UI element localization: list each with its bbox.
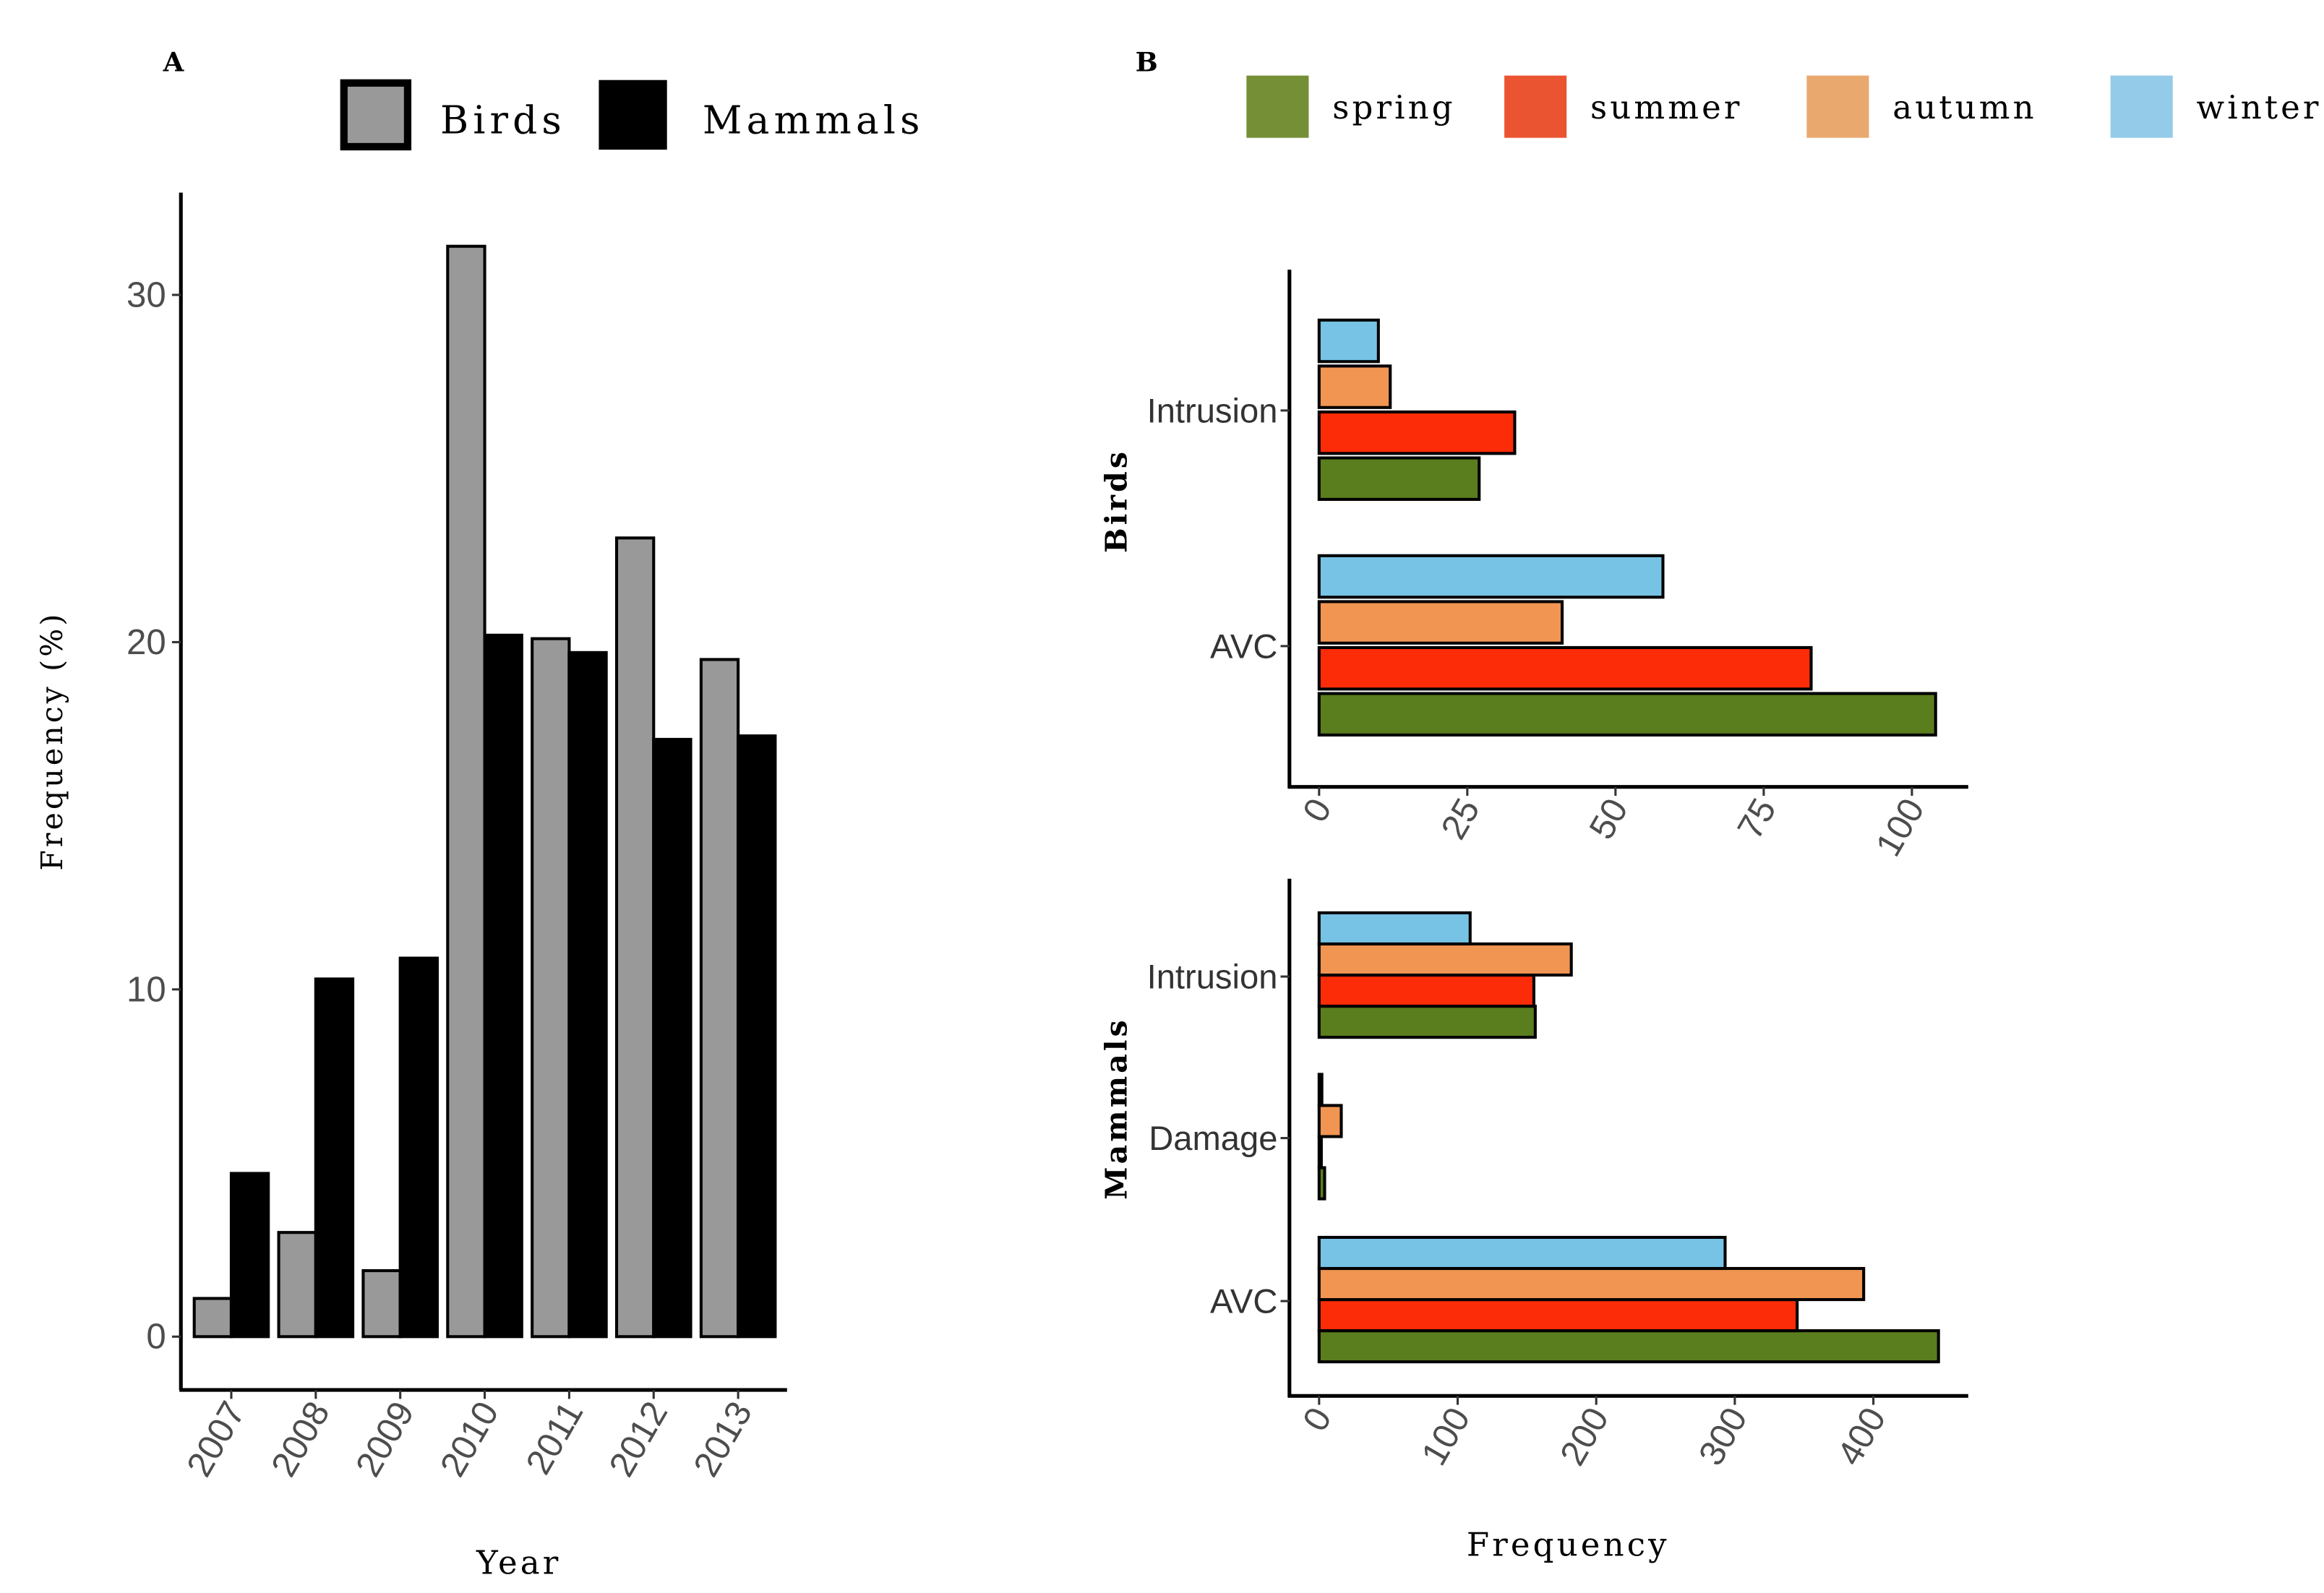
- bar-birds-avc-winter: [1317, 554, 1665, 599]
- legend-swatch-winter: [2110, 75, 2173, 138]
- legend-swatch-summer: [1504, 75, 1567, 138]
- bar-birds-avc-summer: [1317, 645, 1813, 691]
- legend-label-spring: spring: [1332, 88, 1456, 126]
- facet-label-birds: Birds: [1099, 449, 1133, 553]
- mammals-y-tick-label: Intrusion: [1147, 958, 1278, 996]
- legend-a: Birds Mammals: [340, 79, 925, 151]
- bar-mammals-intrusion-spring: [1317, 1005, 1537, 1039]
- legend-b: spring summer autumn winter: [1246, 75, 2322, 138]
- bar-birds-2013: [699, 658, 740, 1339]
- panel-b-label: B: [1136, 46, 1158, 77]
- birds-y-tick-label: AVC: [1210, 627, 1277, 665]
- legend-label-birds: Birds: [440, 98, 566, 143]
- mammals-y-tick-label: Damage: [1149, 1119, 1277, 1157]
- bar-mammals-intrusion-summer: [1317, 974, 1536, 1008]
- mammals-x-tick-label: 100: [1414, 1401, 1478, 1472]
- x-tick-label: 2009: [348, 1395, 421, 1483]
- bar-birds-2010: [446, 244, 486, 1339]
- x-tick-label: 2013: [686, 1395, 760, 1483]
- bar-mammals-avc-autumn: [1317, 1266, 1866, 1302]
- y-tick-label: 30: [127, 275, 166, 314]
- x-tick-label: 2007: [179, 1395, 253, 1483]
- bar-birds-2007: [192, 1297, 233, 1339]
- bar-birds-intrusion-spring: [1317, 456, 1481, 501]
- x-axis-title-a: Year: [476, 1543, 561, 1581]
- bar-birds-intrusion-summer: [1317, 410, 1517, 455]
- bar-mammals-2009: [398, 956, 439, 1339]
- birds-x-tick-label: 25: [1433, 791, 1488, 846]
- bar-mammals-2011: [567, 650, 608, 1339]
- panel-b-chart: 0 25 50 75 100 AVC Intrusion 0 100 200 300 400 AVC Da…: [1147, 270, 1968, 1472]
- bar-mammals-damage-winter: [1317, 1073, 1324, 1107]
- bar-birds-intrusion-autumn: [1317, 364, 1392, 409]
- bar-birds-avc-autumn: [1317, 600, 1564, 645]
- mammals-x-tick-label: 400: [1830, 1401, 1894, 1472]
- x-tick-label: 2010: [432, 1395, 506, 1483]
- y-tick-label: 0: [146, 1317, 166, 1357]
- legend-label-winter: winter: [2197, 88, 2322, 126]
- bar-mammals-avc-winter: [1317, 1235, 1727, 1271]
- mammals-x-tick-label: 300: [1691, 1401, 1755, 1472]
- panel-a-label: A: [163, 46, 185, 77]
- legend-swatch-autumn: [1806, 75, 1869, 138]
- birds-x-tick-label: 50: [1582, 791, 1636, 846]
- bar-mammals-avc-summer: [1317, 1298, 1799, 1333]
- bar-mammals-damage-spring: [1317, 1166, 1326, 1201]
- legend-swatch-mammals: [599, 80, 667, 150]
- y-tick-label: 10: [127, 969, 166, 1009]
- bar-birds-2008: [277, 1231, 317, 1339]
- bar-mammals-2012: [652, 737, 693, 1339]
- bar-mammals-2010: [483, 633, 523, 1339]
- mammals-y-tick-label: AVC: [1210, 1282, 1277, 1321]
- x-tick-label: 2012: [601, 1395, 675, 1483]
- birds-x-tick-label: 100: [1868, 791, 1932, 863]
- legend-label-summer: summer: [1590, 88, 1743, 126]
- bar-mammals-intrusion-autumn: [1317, 942, 1573, 977]
- bar-birds-2012: [614, 536, 656, 1339]
- bar-mammals-damage-summer: [1317, 1135, 1323, 1169]
- bar-birds-2011: [531, 637, 571, 1339]
- legend-label-autumn: autumn: [1892, 88, 2037, 126]
- mammals-x-tick-label: 200: [1553, 1401, 1617, 1472]
- facet-label-mammals: Mammals: [1099, 1017, 1133, 1200]
- legend-swatch-spring: [1246, 75, 1309, 138]
- y-axis-title-a: Frequency (%): [35, 611, 69, 871]
- legend-swatch-birds: [340, 79, 412, 151]
- legend-label-mammals: Mammals: [703, 98, 925, 143]
- birds-y-tick-label: Intrusion: [1147, 391, 1278, 429]
- x-axis-title-b: Frequency: [1467, 1526, 1670, 1564]
- bar-birds-avc-spring: [1317, 692, 1937, 737]
- x-tick-label: 2011: [518, 1395, 591, 1481]
- bar-mammals-damage-autumn: [1317, 1104, 1343, 1138]
- y-tick-label: 20: [127, 622, 166, 662]
- x-tick-label: 2008: [263, 1395, 337, 1483]
- birds-x-tick-label: 75: [1730, 791, 1784, 846]
- panel-a-chart: 0 10 20 30 2007 2008 2009 2010 2011 2012 2013: [127, 192, 787, 1483]
- bar-mammals-2008: [314, 977, 355, 1339]
- bar-mammals-avc-spring: [1317, 1329, 1940, 1364]
- bar-mammals-2007: [229, 1172, 270, 1339]
- bar-mammals-intrusion-winter: [1317, 911, 1472, 946]
- birds-x-tick-label: 0: [1295, 791, 1339, 828]
- bar-mammals-2013: [737, 734, 777, 1339]
- bar-birds-intrusion-winter: [1317, 318, 1380, 364]
- mammals-x-tick-label: 0: [1295, 1401, 1339, 1438]
- bar-birds-2009: [361, 1268, 402, 1339]
